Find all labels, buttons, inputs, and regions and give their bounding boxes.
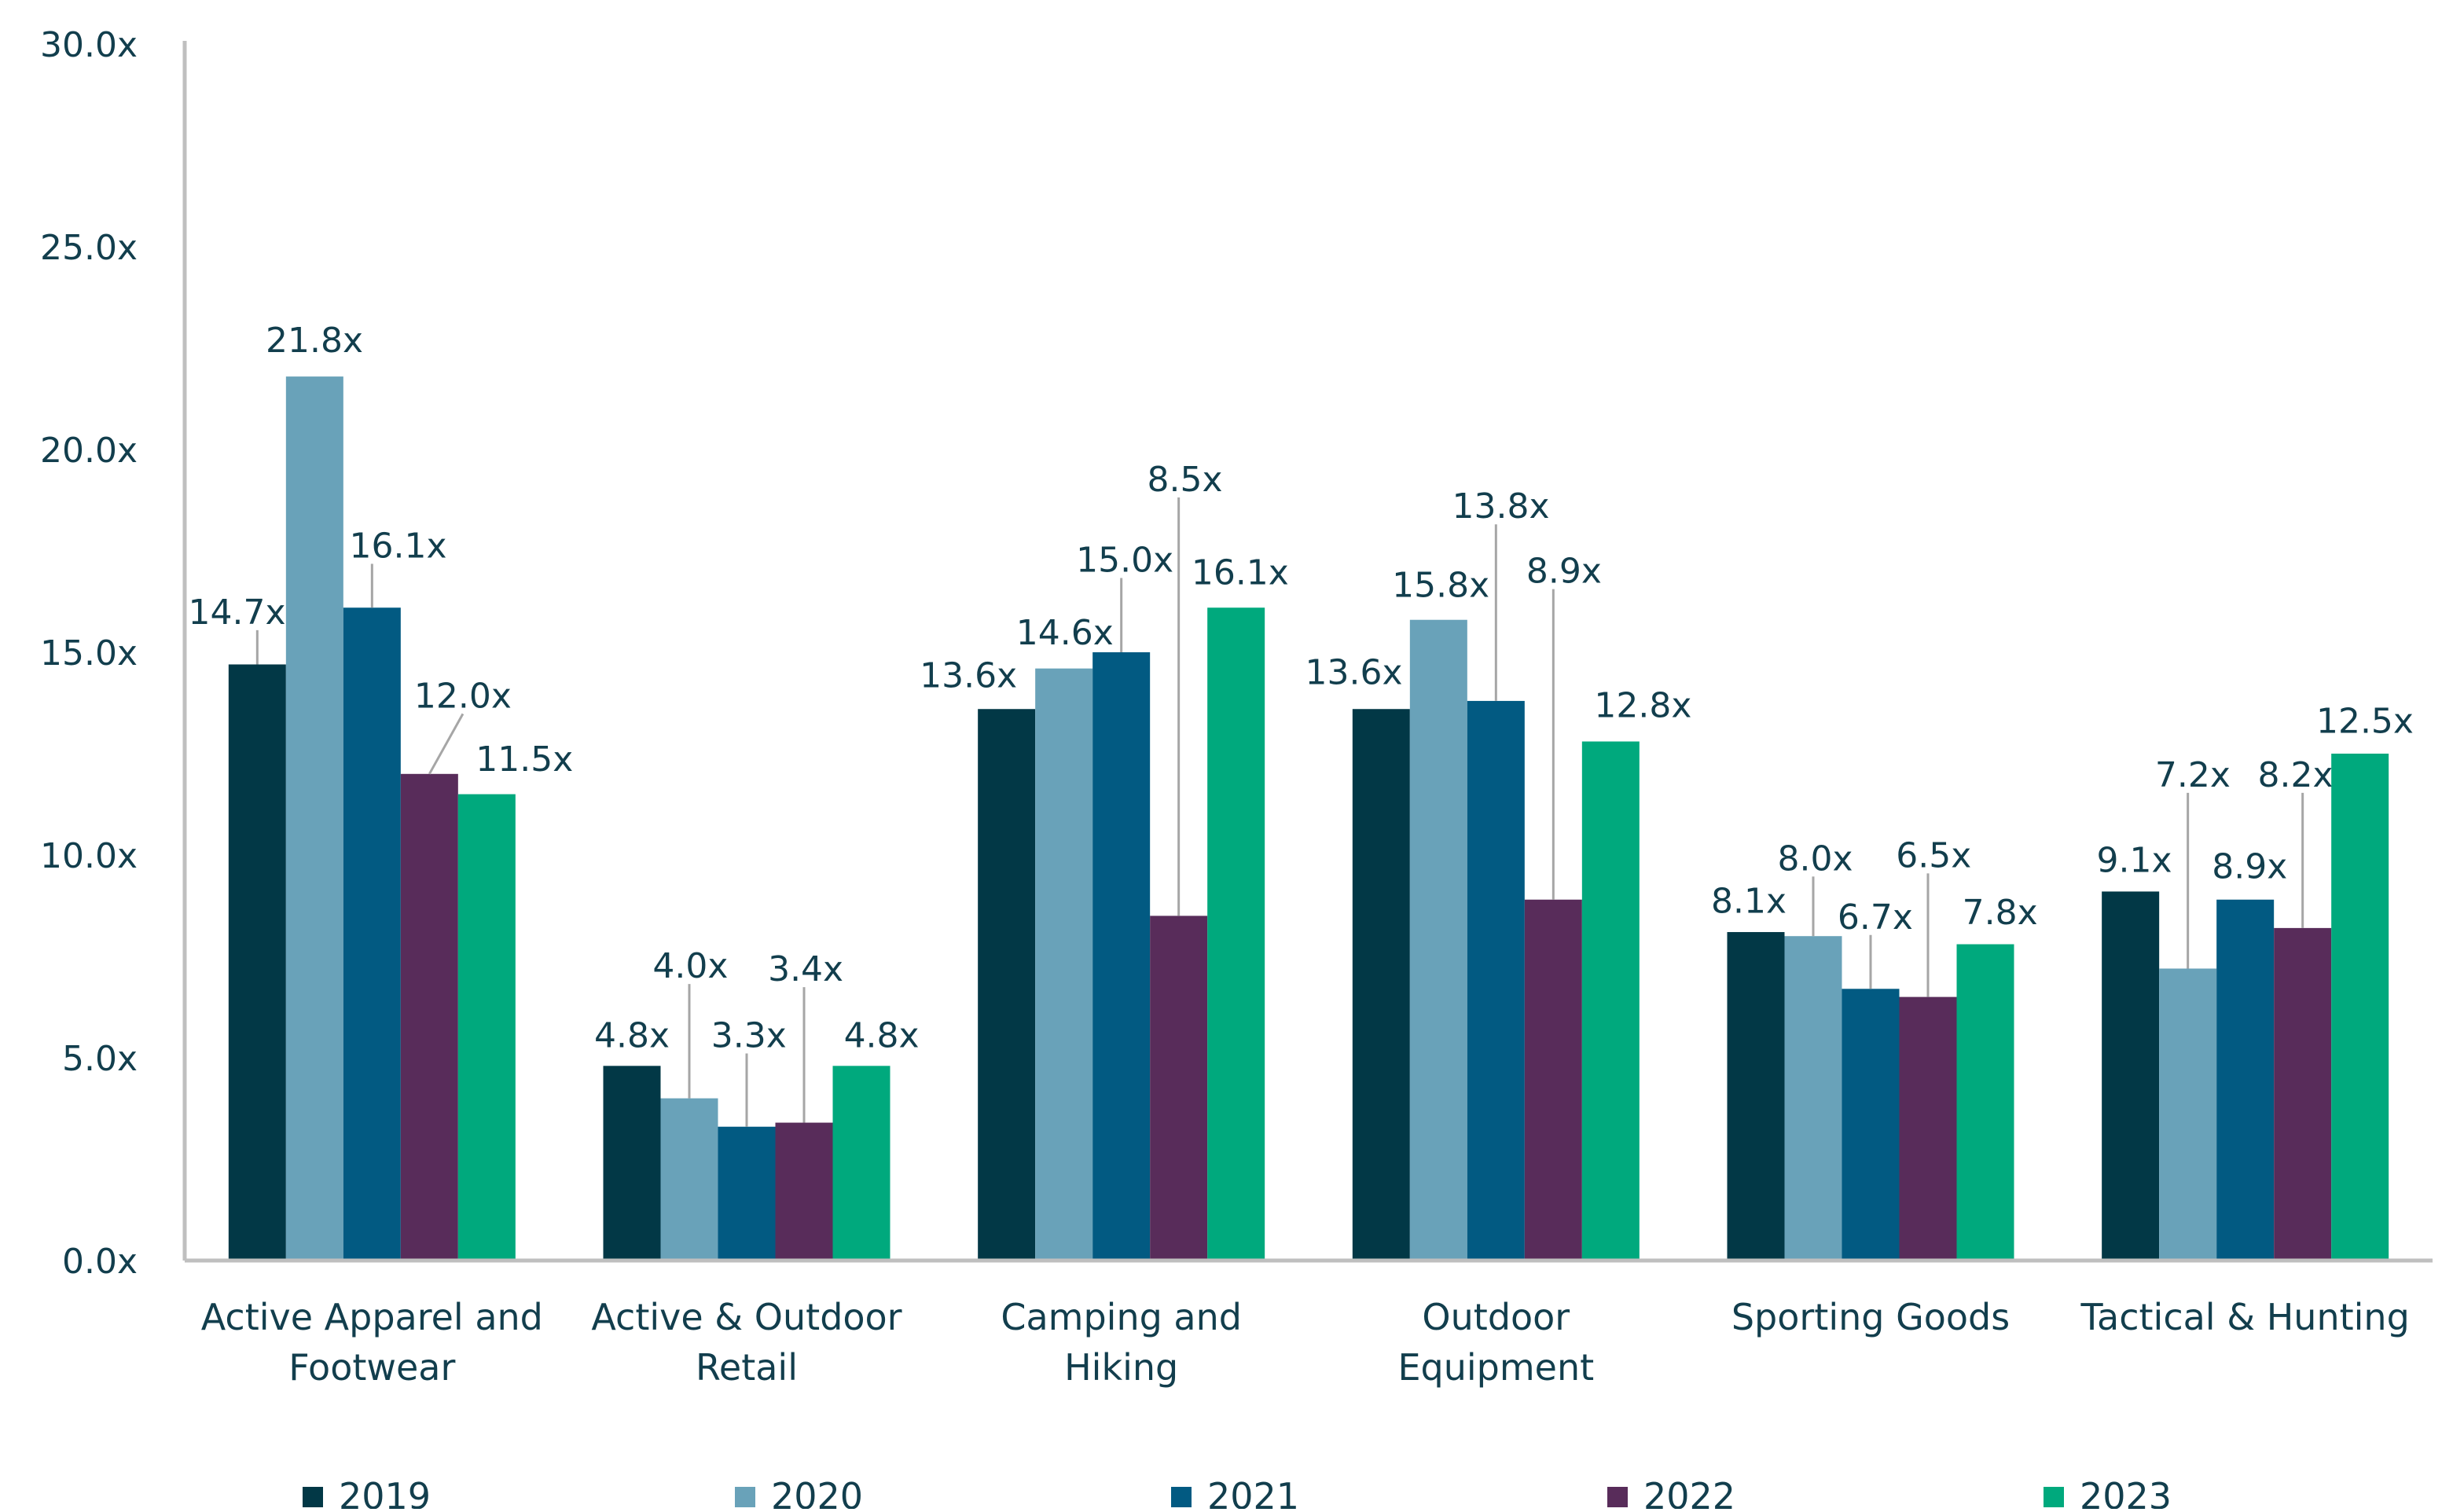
legend-swatch-2020: [735, 1487, 755, 1507]
bar-2021: [343, 607, 401, 1261]
bar-2019: [603, 1066, 661, 1261]
legend-label: 2020: [771, 1475, 863, 1509]
data-label: 6.7x: [1838, 897, 1913, 938]
y-tick-label: 15.0x: [40, 633, 138, 673]
category-label: Retail: [696, 1346, 798, 1389]
bar-2021: [718, 1126, 776, 1261]
y-tick-label: 5.0x: [62, 1039, 138, 1079]
data-label: 16.1x: [1192, 553, 1289, 593]
data-label: 21.8x: [266, 321, 363, 361]
y-tick-label: 0.0x: [62, 1242, 138, 1282]
bar-2023: [457, 794, 516, 1261]
bar-2023: [1581, 741, 1640, 1261]
data-label: 6.5x: [1896, 835, 1971, 875]
category-label: Footwear: [288, 1346, 455, 1389]
data-label: 8.1x: [1711, 882, 1786, 922]
data-label: 8.5x: [1147, 460, 1222, 500]
bar-2023: [832, 1066, 890, 1261]
y-tick-label: 30.0x: [40, 25, 138, 65]
bar-2023: [2331, 754, 2389, 1261]
bar-2019: [2102, 891, 2160, 1261]
data-label: 12.0x: [414, 676, 512, 716]
bar-2022: [2274, 927, 2332, 1261]
category-label: Active Apparel and: [201, 1296, 543, 1338]
legend-swatch-2021: [1171, 1487, 1192, 1507]
data-label: 4.0x: [652, 946, 728, 986]
legend-swatch-2023: [2044, 1487, 2064, 1507]
data-label: 4.8x: [844, 1016, 920, 1056]
data-label: 12.8x: [1594, 685, 1691, 725]
bar-2022: [1899, 996, 1957, 1261]
bar-2019: [1352, 709, 1410, 1261]
bar-2022: [1524, 899, 1582, 1261]
legend-label: 2023: [2080, 1475, 2172, 1509]
bar-2022: [1150, 916, 1208, 1261]
category-label: Hiking: [1064, 1346, 1178, 1389]
y-tick-label: 25.0x: [40, 228, 138, 268]
data-label: 3.4x: [768, 949, 843, 989]
bar-2022: [400, 773, 458, 1261]
category-label: Outdoor: [1422, 1296, 1570, 1338]
bar-2019: [1727, 932, 1785, 1261]
data-label: 15.0x: [1076, 541, 1173, 581]
data-label: 13.8x: [1452, 486, 1549, 527]
bar-2020: [1409, 619, 1467, 1261]
bar-2020: [660, 1098, 718, 1261]
leader-line: [428, 713, 465, 775]
bar-2020: [285, 376, 343, 1261]
legend-swatch-2022: [1607, 1487, 1628, 1507]
bar-2019: [228, 664, 286, 1261]
bar-2023: [1207, 607, 1265, 1261]
data-label: 8.9x: [2212, 846, 2287, 886]
y-tick-label: 10.0x: [40, 836, 138, 876]
category-label: Tactical & Hunting: [2080, 1296, 2410, 1338]
data-label: 14.7x: [188, 593, 285, 633]
data-label: 7.8x: [1963, 893, 2038, 933]
data-label: 12.5x: [2316, 702, 2414, 742]
y-tick-label: 20.0x: [40, 431, 138, 471]
data-label: 13.6x: [1305, 652, 1403, 692]
data-label: 3.3x: [711, 1016, 787, 1056]
bar-2020: [1784, 936, 1842, 1261]
bar-2021: [1092, 652, 1151, 1261]
category-label: Sporting Goods: [1731, 1296, 2010, 1338]
data-label: 8.9x: [1526, 552, 1602, 592]
category-label: Active & Outdoor: [591, 1296, 902, 1338]
bar-2021: [1842, 989, 1900, 1261]
bar-2021: [1467, 700, 1525, 1261]
bar-2019: [978, 709, 1036, 1261]
bar-2020: [2159, 968, 2217, 1261]
data-label: 14.6x: [1016, 613, 1114, 653]
data-label: 7.2x: [2155, 755, 2231, 795]
legend-swatch-2019: [303, 1487, 323, 1507]
data-label: 16.1x: [350, 526, 447, 566]
data-label: 9.1x: [2097, 840, 2172, 880]
bar-2020: [1035, 668, 1093, 1261]
bar-2023: [1956, 944, 2014, 1261]
legend-label: 2022: [1643, 1475, 1735, 1509]
bar-2021: [2216, 899, 2275, 1261]
data-label: 4.8x: [594, 1016, 670, 1056]
legend-label: 2021: [1207, 1475, 1299, 1509]
legend-label: 2019: [339, 1475, 431, 1509]
category-label: Equipment: [1397, 1346, 1594, 1389]
data-label: 8.2x: [2258, 755, 2334, 795]
data-label: 8.0x: [1777, 839, 1853, 879]
bar-2022: [775, 1122, 833, 1261]
data-label: 11.5x: [476, 739, 573, 780]
category-label: Camping and: [1001, 1296, 1242, 1338]
data-label: 15.8x: [1392, 566, 1489, 606]
data-label: 13.6x: [920, 655, 1017, 695]
